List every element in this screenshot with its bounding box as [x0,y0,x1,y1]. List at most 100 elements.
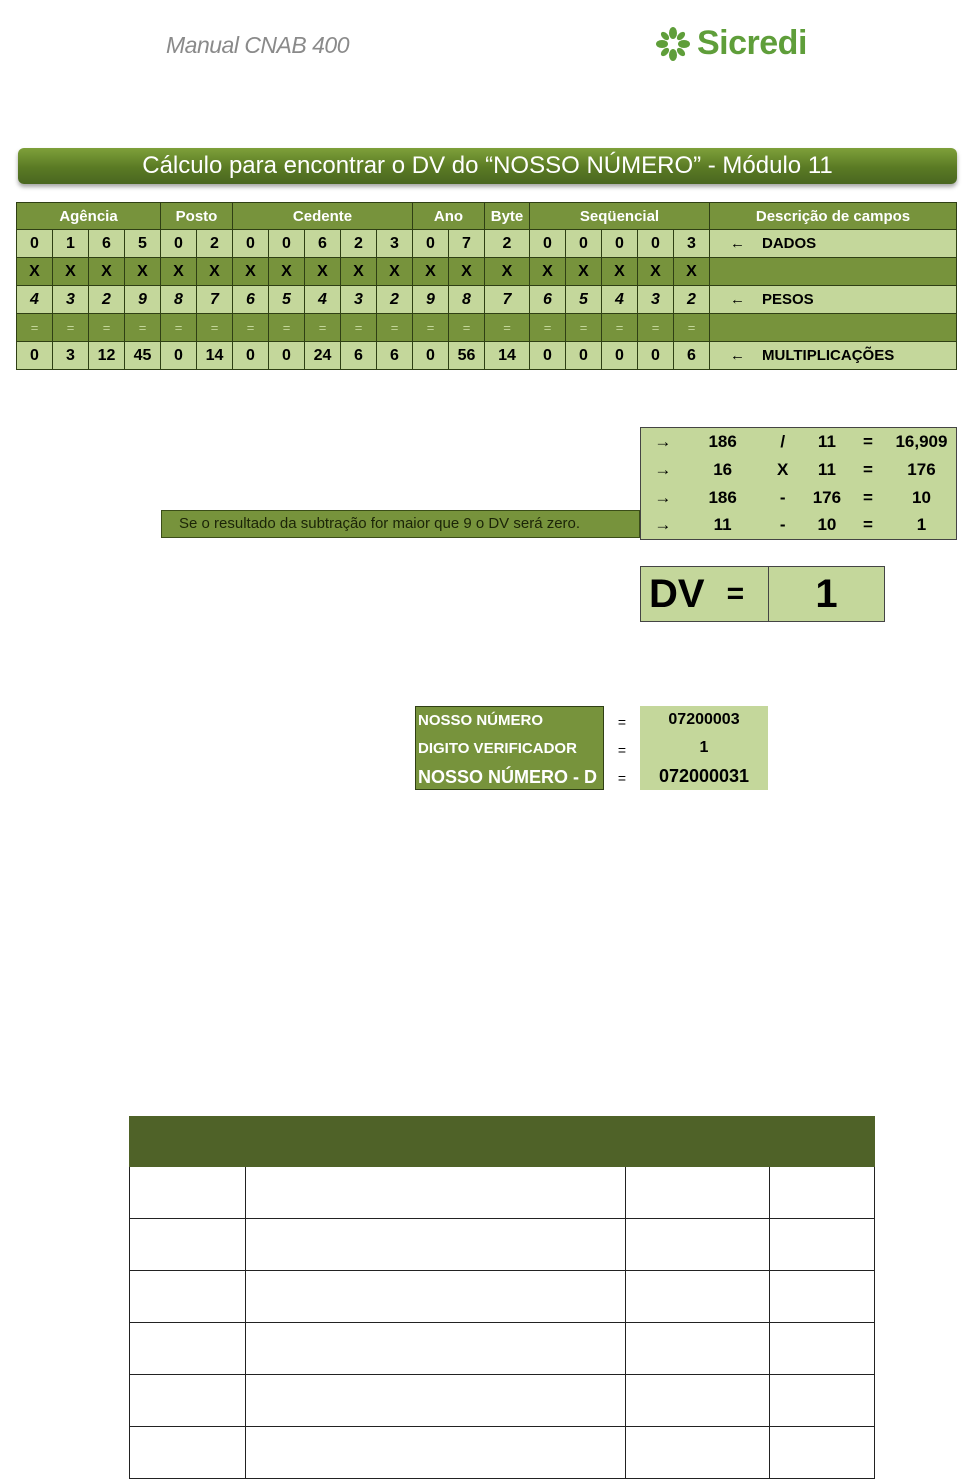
cell: 3 [340,285,377,314]
desc-header: Descrição de campos [709,202,957,230]
cell: 0 [601,341,638,370]
table-cell [769,1270,875,1323]
calc-cell: 11 [817,431,836,451]
cell: 2 [196,229,233,258]
sicredi-logo: Sicredi [655,24,807,63]
row-description: ← DADOS [709,229,957,258]
cell: = [673,313,710,342]
cell: 2 [484,229,530,258]
row-description: ← MULTIPLICAÇÕES [709,341,957,370]
table-row [129,1322,875,1375]
calc-cell: / [780,431,786,451]
cell: 7 [196,285,233,314]
calc-cell: 1 [916,515,927,535]
cell: = [565,313,602,342]
cell: = [16,313,53,342]
nosso-numero-dv-label: NOSSO NÚMERO - D [418,767,598,787]
group-header: Posto [160,202,233,230]
description-label: MULTIPLICAÇÕES [762,347,895,364]
table-header-row [129,1116,875,1167]
cell: 8 [160,285,197,314]
calc-row: → 11 - 10 = 1 [641,512,957,540]
cell: 9 [412,285,449,314]
cell: = [196,313,233,342]
calc-cell: - [779,515,786,535]
group-header: Ano [412,202,485,230]
group-header: Agência [16,202,161,230]
cell: = [448,313,485,342]
row-eq: = = = = = = = = = = = = = = = = = = = [16,313,957,342]
cell: 0 [16,229,53,258]
table-row [129,1374,875,1427]
table-cell [129,1218,246,1271]
empty-table [129,1116,875,1479]
table-cell [769,1218,875,1271]
cell: 4 [304,285,341,314]
dv-calculation-table: Agência Posto Cedente Ano Byte Seqüencial Desc… [16,202,957,370]
cell: 6 [88,229,125,258]
calc-row: → 16 X 11 = 176 [641,456,957,484]
section-title: Cálculo para encontrar o DV do “NOSSO NÚ… [18,148,957,184]
calc-cell: 176 [907,459,936,479]
calc-cell: = [863,431,873,451]
calc-cell: 11 [817,459,836,479]
table-cell [625,1218,771,1271]
cell: 14 [484,341,530,370]
cell: X [376,257,413,286]
row-description [709,257,957,286]
group-header: Cedente [232,202,413,230]
cell: 0 [637,341,674,370]
equals-sign: = [617,742,627,758]
cell: 0 [565,229,602,258]
cell: 0 [529,229,566,258]
cell: 0 [232,341,269,370]
cell: X [637,257,674,286]
row-pesos: 4 3 2 9 8 7 6 5 4 3 2 9 8 7 6 5 4 3 2 ← PESOS [16,285,957,314]
table-row [129,1166,875,1219]
cell: X [565,257,602,286]
calc-row: → 186 - 176 = 10 [641,484,957,512]
calc-cell: 186 [708,431,737,451]
table-cell [129,1322,246,1375]
arrow-left-icon: ← [730,347,745,364]
cell: X [304,257,341,286]
table-cell [129,1116,246,1167]
cell: 3 [376,229,413,258]
logo-text: Sicredi [697,24,807,62]
cell: 0 [268,229,305,258]
dv-value: 1 [815,571,838,616]
table-cell [129,1374,246,1427]
table-cell [244,1270,627,1323]
manual-title: Manual CNAB 400 [166,32,350,58]
cell: 0 [637,229,674,258]
cell: 0 [16,341,53,370]
cell: X [340,257,377,286]
table-row [129,1426,875,1479]
description-label: PESOS [762,291,814,308]
calc-cell: 16,909 [895,431,948,451]
equals-sign: = [617,714,627,730]
table-cell [769,1374,875,1427]
table-cell [625,1426,771,1479]
arrow-left-icon: ← [730,291,745,308]
cell: X [268,257,305,286]
cell: 2 [340,229,377,258]
table-row [129,1270,875,1323]
table-cell [769,1426,875,1479]
cell: 3 [52,341,89,370]
cell: 2 [673,285,710,314]
cell: = [412,313,449,342]
cell: 6 [673,341,710,370]
cell: 6 [340,341,377,370]
table-cell [769,1166,875,1219]
calc-cell: 10 [817,515,837,535]
table-cell [625,1166,771,1219]
table-cell [129,1270,246,1323]
cell: X [52,257,89,286]
table-cell [244,1116,627,1167]
row-description: ← PESOS [709,285,957,314]
nosso-numero-values: 07200003 1 072000031 [640,706,768,790]
cell: X [16,257,53,286]
cell: 0 [160,341,197,370]
